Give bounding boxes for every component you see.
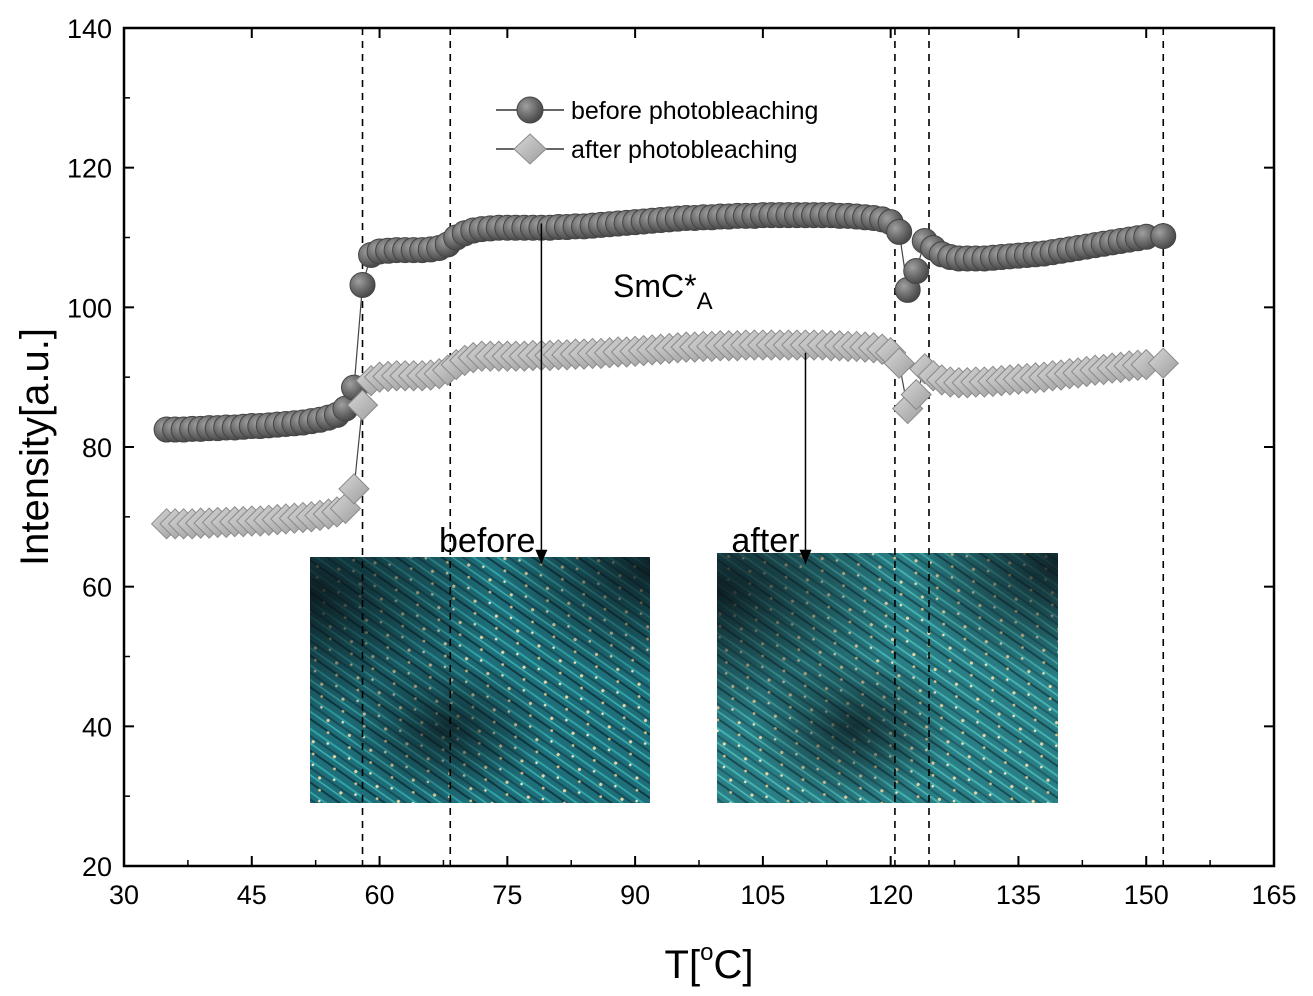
- annotations: before after: [439, 223, 812, 564]
- transition-lines: [361, 28, 1165, 866]
- y-tick-label: 60: [82, 573, 112, 603]
- legend-label-after: after photobleaching: [571, 136, 798, 164]
- y-tick-label: 140: [67, 14, 112, 44]
- data-point: [349, 271, 376, 298]
- x-tick-label: 75: [492, 880, 522, 910]
- data-point: [1150, 223, 1177, 250]
- series-after: [150, 329, 1179, 540]
- y-tick-label: 40: [82, 712, 112, 742]
- x-tick-label: 30: [109, 880, 139, 910]
- arrow-head: [799, 549, 812, 564]
- y-tick-label: 100: [67, 293, 112, 323]
- legend: before photobleaching after photobleachi…: [496, 96, 818, 165]
- legend-item-before: before photobleaching: [496, 96, 818, 125]
- data-point: [900, 378, 932, 411]
- legend-item-after: after photobleaching: [496, 133, 798, 165]
- x-tick-label: 135: [996, 880, 1041, 910]
- x-tick-label: 165: [1251, 880, 1296, 910]
- x-tick-label: 105: [740, 880, 785, 910]
- x-axis-title: T[oC]: [665, 939, 754, 987]
- data-point: [1147, 347, 1179, 379]
- y-axis-title: Intensity[a.u.]: [13, 328, 57, 566]
- series-before: [153, 202, 1177, 443]
- y-tick-label: 120: [67, 154, 112, 184]
- x-tick-label: 60: [365, 880, 395, 910]
- x-tick-label: 90: [620, 880, 650, 910]
- legend-label-before: before photobleaching: [571, 97, 818, 125]
- phase-label: SmC*A: [613, 268, 713, 315]
- series-layer: [150, 202, 1179, 540]
- inset-image-before: [310, 557, 650, 803]
- x-tick-label: 45: [237, 880, 267, 910]
- y-tick-label: 80: [82, 433, 112, 463]
- annotation-label-before: before: [439, 522, 535, 560]
- arrow-head: [535, 549, 548, 564]
- x-tick-label: 120: [868, 880, 913, 910]
- x-tick-label: 150: [1124, 880, 1169, 910]
- data-point: [338, 473, 370, 505]
- data-point: [903, 258, 930, 285]
- data-point: [886, 218, 913, 245]
- annotation-label-after: after: [731, 522, 799, 560]
- data-point: [883, 347, 915, 379]
- inset-image-after: [717, 553, 1058, 803]
- axis-ticks: 30 45 60 75 90 105 120 135 150 165 20 40 60 80 100 120 1…: [67, 14, 1297, 910]
- y-tick-label: 20: [82, 852, 112, 882]
- data-point: [346, 389, 379, 421]
